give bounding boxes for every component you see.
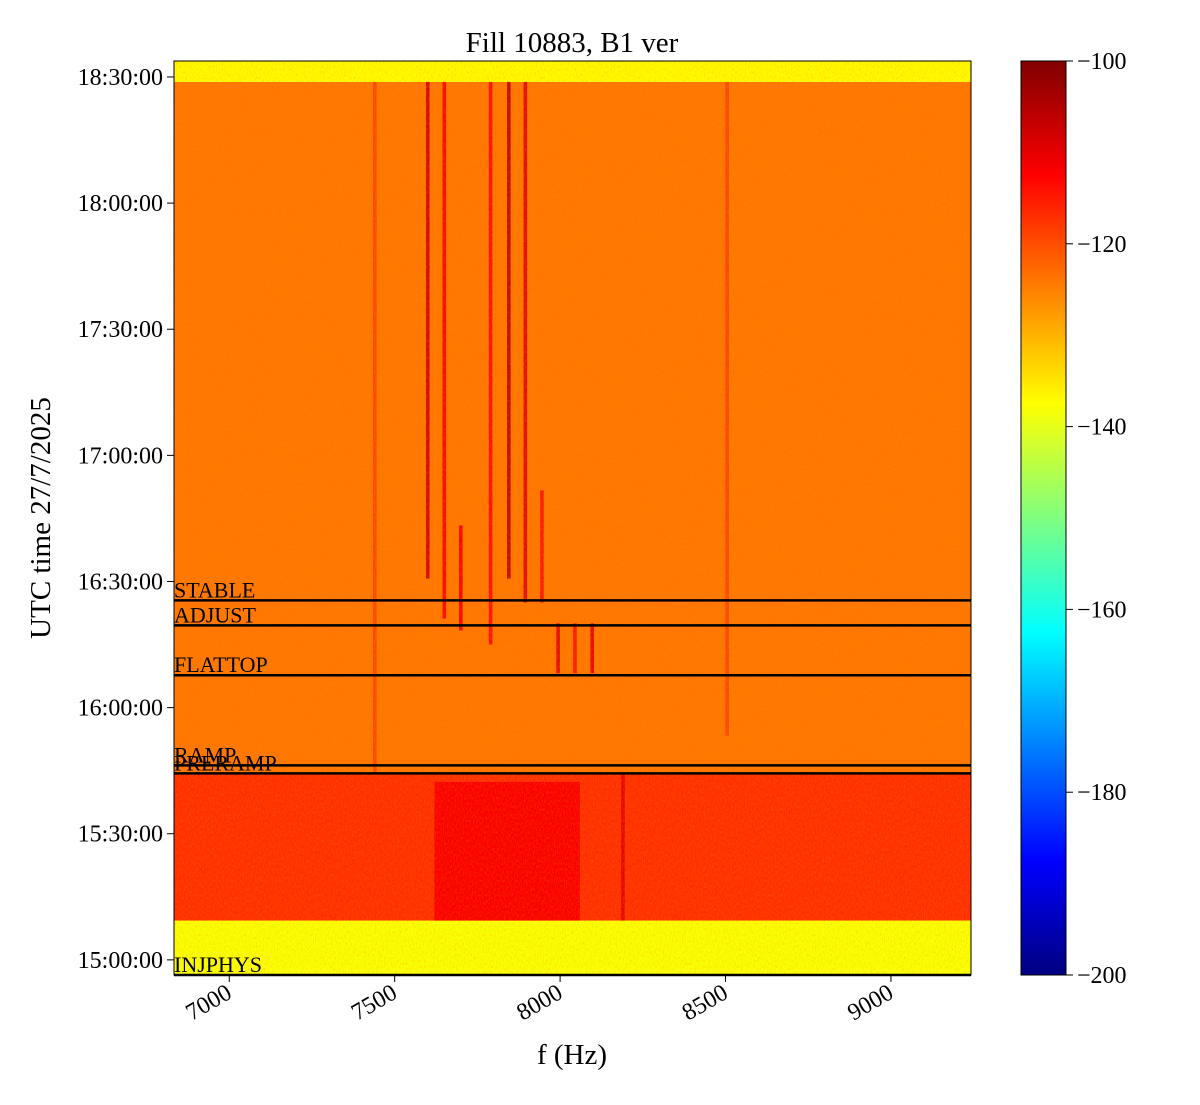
y-tick-label: 17:30:00 xyxy=(78,317,163,343)
colorbar-tick-label: −180 xyxy=(1077,780,1127,806)
x-axis-label: f (Hz) xyxy=(537,1039,607,1071)
x-tick-label: 9000 xyxy=(843,980,898,1027)
colorbar-tick-label: −140 xyxy=(1077,415,1127,441)
mode-label: FLATTOP xyxy=(174,652,268,677)
plot-frame xyxy=(173,60,972,976)
mode-label: RAMP xyxy=(174,742,236,767)
x-tick-label: 8000 xyxy=(513,980,568,1027)
mode-label: INJPHYS xyxy=(174,952,262,977)
mode-label: STABLE xyxy=(174,577,255,602)
colorbar-tick-label: −160 xyxy=(1077,597,1127,623)
colorbar-tick-label: −120 xyxy=(1077,232,1127,258)
y-tick-label: 15:30:00 xyxy=(78,822,163,848)
x-tick-label: 7000 xyxy=(182,980,237,1027)
y-tick-label: 15:00:00 xyxy=(78,948,163,974)
y-tick-label: 16:00:00 xyxy=(78,696,163,722)
mode-label: ADJUST xyxy=(174,602,256,627)
noise-texture xyxy=(174,61,971,975)
colorbar-fill xyxy=(1021,61,1066,975)
y-tick-label: 18:30:00 xyxy=(78,65,163,91)
chart-title: Fill 10883, B1 ver xyxy=(466,27,679,59)
y-tick-label: 16:30:00 xyxy=(78,569,163,595)
colorbar: −100 −120 −140 −160 −180 −200 xyxy=(1021,49,1127,989)
y-tick-label: 18:00:00 xyxy=(78,191,163,217)
colorbar-tick-label: −100 xyxy=(1077,49,1127,75)
x-tick-label: 7500 xyxy=(347,980,402,1027)
y-axis-label: UTC time 27/7/2025 xyxy=(25,397,57,639)
x-tick-label: 8500 xyxy=(678,980,733,1027)
mode-label: PRERAMP xyxy=(174,750,277,775)
colorbar-tick-label: −200 xyxy=(1077,963,1127,989)
colorbar-frame xyxy=(1020,60,1067,976)
y-tick-label: 17:00:00 xyxy=(78,443,163,469)
